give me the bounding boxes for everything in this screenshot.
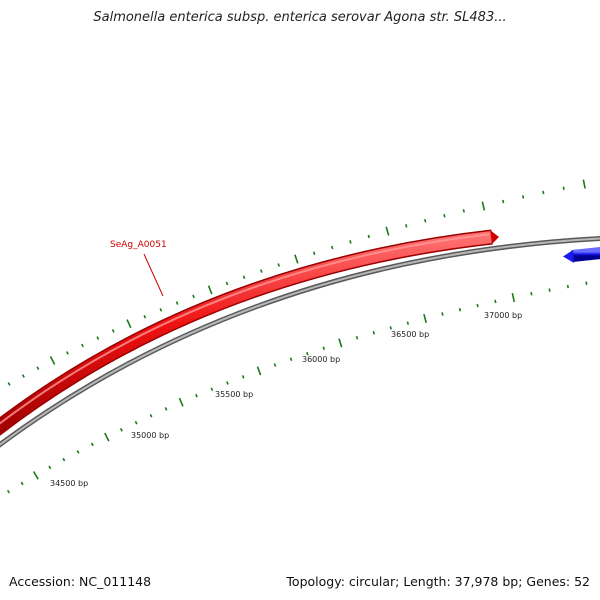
- outer-ring-minor-tick: [21, 374, 25, 378]
- inner-ring-minor-tick: [372, 330, 376, 335]
- inner-ring-minor-tick: [476, 303, 479, 308]
- topology-label: Topology: circular; Length: 37,978 bp; G…: [286, 574, 590, 589]
- inner-ring-minor-tick: [566, 284, 569, 289]
- inner-ring-major-tick: [178, 397, 184, 407]
- inner-ring-minor-tick: [149, 413, 153, 418]
- outer-ring-minor-tick: [562, 186, 565, 190]
- outer-ring-minor-tick: [462, 209, 465, 213]
- outer-ring-major-tick: [582, 179, 586, 189]
- inner-ring-minor-tick: [458, 307, 462, 312]
- position-label: 34500 bp: [50, 479, 88, 488]
- inner-ring-minor-tick: [20, 481, 24, 486]
- inner-ring-minor-tick: [76, 450, 80, 454]
- outer-ring-minor-tick: [66, 351, 69, 355]
- outer-ring-major-tick: [481, 201, 486, 211]
- gene-arrow-reverse-head: [563, 250, 574, 263]
- inner-tick-ring: [6, 281, 588, 494]
- inner-ring-minor-tick: [119, 428, 123, 432]
- outer-ring-minor-tick: [7, 382, 11, 386]
- outer-ring-minor-tick: [277, 263, 281, 267]
- genome-backbone-highlight: [0, 237, 600, 446]
- outer-ring-major-tick: [385, 226, 390, 236]
- inner-ring-minor-tick: [355, 336, 359, 340]
- inner-ring-minor-tick: [289, 357, 293, 362]
- outer-ring-minor-tick: [522, 195, 525, 199]
- outer-ring-minor-tick: [175, 301, 179, 305]
- inner-ring-minor-tick: [548, 288, 551, 292]
- outer-ring-minor-tick: [96, 336, 100, 340]
- outer-ring-minor-tick: [542, 190, 545, 195]
- outer-ring-minor-tick: [424, 219, 427, 223]
- position-label: 35500 bp: [215, 390, 253, 399]
- outer-ring-minor-tick: [349, 240, 352, 244]
- inner-ring-minor-tick: [441, 312, 444, 316]
- gene-arrow-seag-a0051-shine: [0, 233, 493, 425]
- inner-ring-minor-tick: [494, 299, 497, 304]
- outer-ring-major-tick: [49, 356, 56, 365]
- inner-ring-minor-tick: [6, 489, 11, 494]
- inner-ring-major-tick: [256, 366, 262, 376]
- feature-label-leader: [143, 253, 164, 297]
- inner-ring-minor-tick: [226, 381, 229, 385]
- inner-ring-major-tick: [32, 471, 39, 480]
- outer-ring-minor-tick: [443, 214, 446, 218]
- outer-ring-minor-tick: [143, 314, 147, 319]
- inner-ring-minor-tick: [585, 281, 588, 285]
- outer-ring-minor-tick: [225, 281, 229, 286]
- outer-ring-major-tick: [294, 254, 299, 264]
- outer-ring-minor-tick: [111, 329, 115, 333]
- outer-ring-minor-tick: [260, 269, 263, 273]
- inner-ring-major-tick: [511, 292, 516, 303]
- outer-ring-minor-tick: [502, 199, 505, 204]
- position-label: 36500 bp: [391, 330, 429, 339]
- gene-arrow-seag-a0051-body: [0, 231, 493, 434]
- position-label: 35000 bp: [131, 431, 169, 440]
- inner-ring-minor-tick: [406, 321, 410, 325]
- inner-ring-minor-tick: [306, 351, 309, 356]
- inner-ring-minor-tick: [48, 465, 52, 470]
- inner-ring-minor-tick: [195, 393, 198, 398]
- outer-ring-major-tick: [126, 319, 132, 329]
- outer-ring-minor-tick: [81, 343, 84, 348]
- outer-ring-major-tick: [207, 285, 213, 295]
- inner-ring-minor-tick: [273, 363, 277, 367]
- feature-label-seag-a0051[interactable]: SeAg_A0051: [110, 240, 167, 250]
- inner-ring-minor-tick: [210, 387, 214, 392]
- outer-ring-minor-tick: [405, 224, 408, 228]
- map-title: Salmonella enterica subsp. enterica sero…: [93, 10, 507, 25]
- inner-ring-minor-tick: [90, 442, 94, 447]
- position-labels: 34500 bp 35000 bp 35500 bp 36000 bp 36500 bp…: [50, 311, 522, 488]
- gene-arrow-seag-a0051-head: [490, 230, 499, 244]
- outer-ring-minor-tick: [242, 275, 246, 279]
- outer-ring-minor-tick: [367, 234, 371, 239]
- gene-arrow-reverse[interactable]: [571, 247, 600, 262]
- outer-ring-minor-tick: [330, 245, 334, 250]
- inner-ring-minor-tick: [164, 407, 168, 411]
- outer-ring-minor-tick: [192, 294, 195, 299]
- accession-label: Accession: NC_011148: [9, 574, 152, 589]
- inner-ring-major-tick: [338, 338, 343, 348]
- inner-ring-minor-tick: [530, 292, 533, 296]
- inner-ring-minor-tick: [389, 326, 392, 330]
- inner-ring-minor-tick: [322, 346, 326, 351]
- inner-ring-minor-tick: [241, 375, 245, 379]
- inner-ring-major-tick: [104, 432, 110, 442]
- inner-ring-minor-tick: [134, 420, 138, 425]
- inner-ring-major-tick: [423, 313, 427, 324]
- outer-ring-minor-tick: [312, 251, 316, 255]
- outer-ring-minor-tick: [159, 308, 163, 312]
- outer-ring-minor-tick: [36, 366, 40, 370]
- position-label: 36000 bp: [302, 355, 340, 364]
- position-label: 37000 bp: [484, 311, 522, 320]
- inner-ring-minor-tick: [62, 457, 66, 462]
- outer-tick-ring: [7, 179, 586, 386]
